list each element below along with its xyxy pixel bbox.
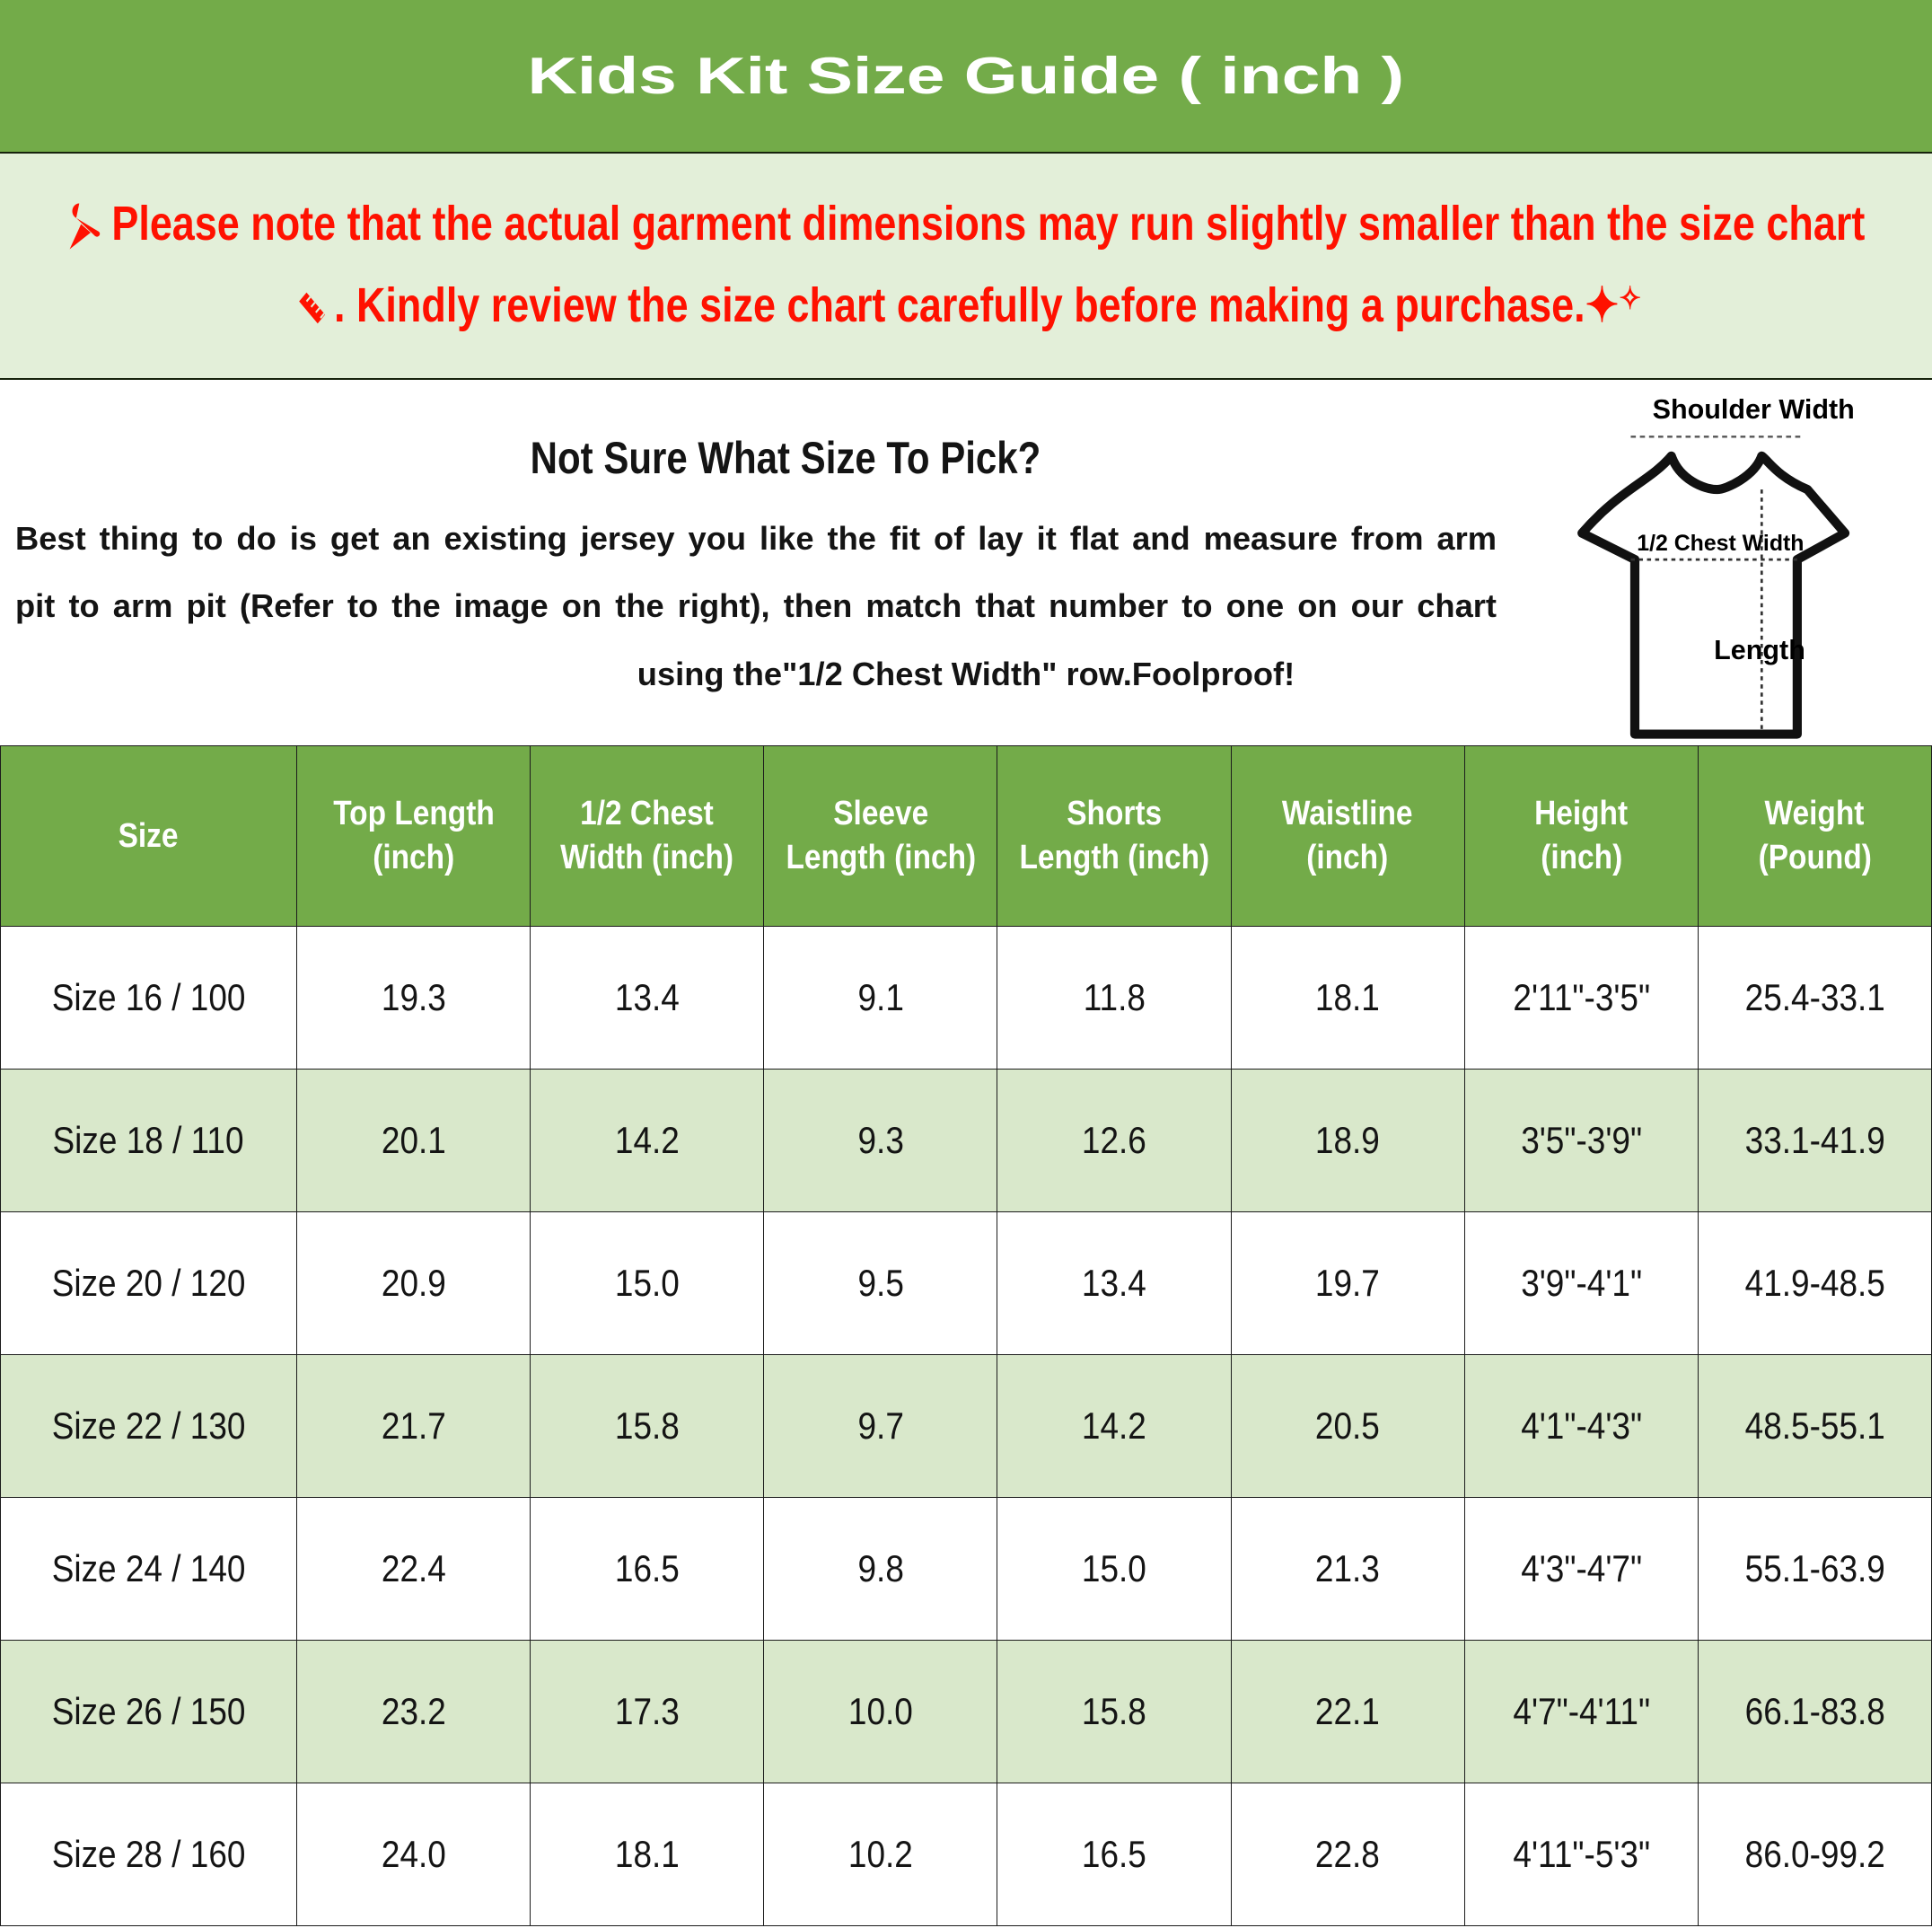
svg-text:Shoulder Width: Shoulder Width — [1653, 394, 1855, 425]
svg-text:Length: Length — [1714, 635, 1805, 665]
svg-text:1/2 Chest Width: 1/2 Chest Width — [1637, 531, 1804, 556]
